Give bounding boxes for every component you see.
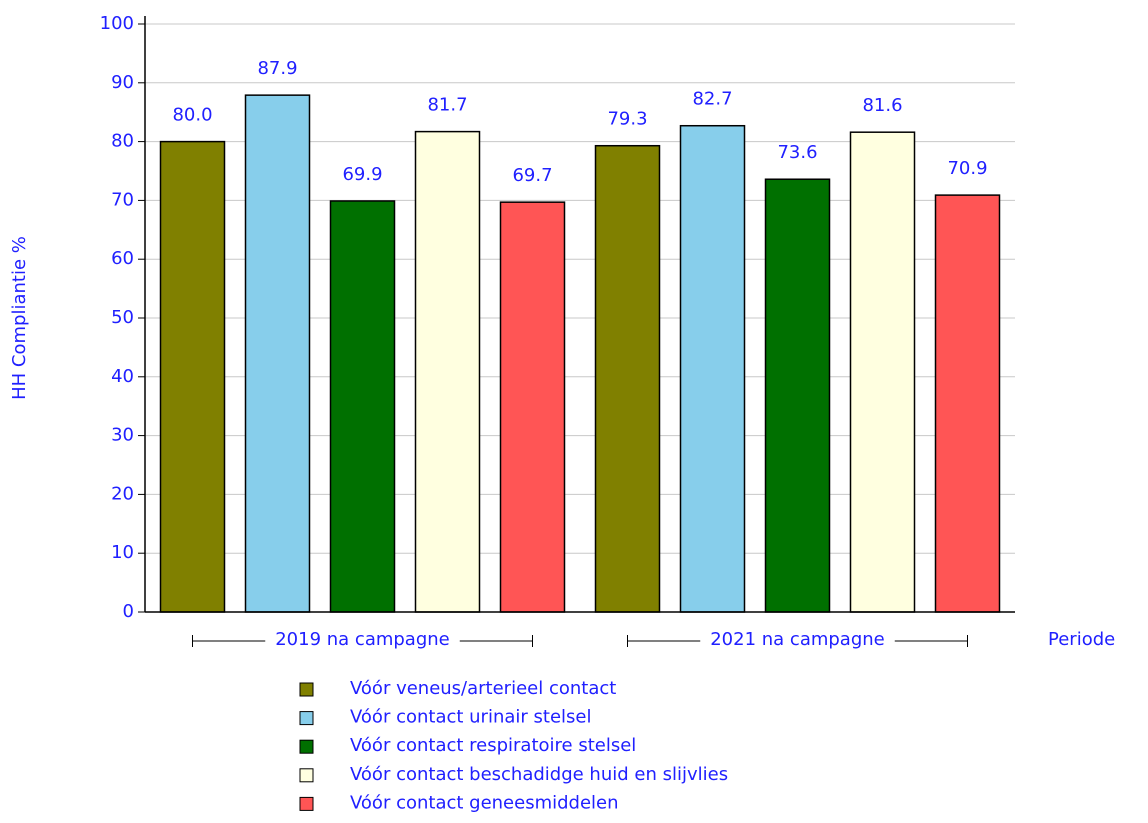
bar <box>679 124 746 613</box>
value-label: 81.7 <box>427 95 467 116</box>
bar <box>934 194 1001 613</box>
y-tick-label: 80 <box>111 131 134 152</box>
value-label: 73.6 <box>777 142 817 163</box>
bar <box>594 144 661 613</box>
value-label: 79.3 <box>607 109 647 130</box>
value-label: 69.7 <box>512 165 552 186</box>
y-tick-label: 10 <box>111 542 134 563</box>
value-label: 69.9 <box>342 164 382 185</box>
legend-label: Vóór contact respiratoire stelsel <box>350 735 636 756</box>
legend-label: Vóór contact urinair stelsel <box>350 707 591 728</box>
bar <box>849 131 916 613</box>
bar <box>244 94 311 613</box>
value-label: 82.7 <box>692 89 732 110</box>
bar <box>414 130 481 613</box>
value-label: 81.6 <box>862 95 902 116</box>
y-tick-label: 30 <box>111 425 134 446</box>
y-tick-label: 70 <box>111 189 134 210</box>
y-tick-label: 20 <box>111 483 134 504</box>
x-tick-label: 2021 na campagne <box>710 629 885 650</box>
legend-label: Vóór veneus/arterieel contact <box>350 678 616 699</box>
y-tick-label: 60 <box>111 248 134 269</box>
y-tick-label: 90 <box>111 72 134 93</box>
y-axis-label: HH Compliantie % <box>9 236 30 400</box>
legend-label: Vóór contact beschadidge huid en slijvli… <box>350 764 728 785</box>
value-label: 70.9 <box>947 158 987 179</box>
bar <box>329 200 396 613</box>
legend-swatch <box>299 739 314 754</box>
y-tick-label: 50 <box>111 307 134 328</box>
y-tick-label: 0 <box>123 601 134 622</box>
y-tick-label: 40 <box>111 366 134 387</box>
legend-swatch <box>299 682 314 697</box>
value-label: 80.0 <box>172 105 212 126</box>
y-tick-label: 100 <box>100 13 134 34</box>
legend-swatch <box>299 768 314 783</box>
legend-swatch <box>299 711 314 726</box>
bar <box>159 140 226 613</box>
value-label: 87.9 <box>257 58 297 79</box>
x-tick-label: 2019 na campagne <box>275 629 450 650</box>
bar <box>764 178 831 613</box>
legend-label: Vóór contact geneesmiddelen <box>350 792 619 813</box>
legend-swatch <box>299 796 314 811</box>
x-axis-label: Periode <box>1048 629 1115 650</box>
bar <box>499 201 566 613</box>
